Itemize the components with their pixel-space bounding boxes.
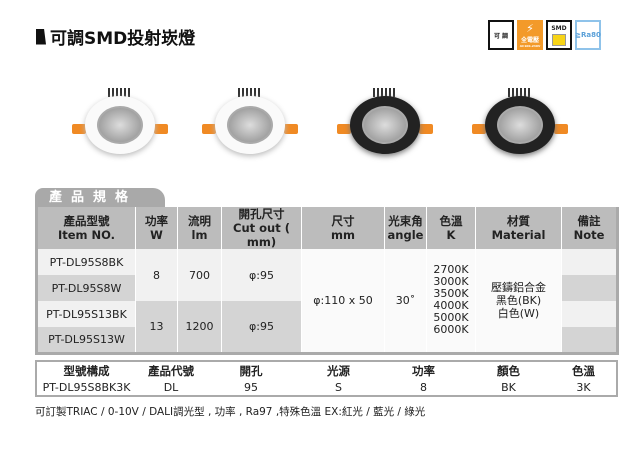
angle-cell: 30˚ <box>384 249 427 353</box>
code-header-row: 型號構成 產品代號 開孔 光源 功率 顏色 色溫 <box>36 361 617 380</box>
model-cell: PT-DL95S8BK <box>36 249 136 275</box>
model-code-table: 型號構成 產品代號 開孔 光源 功率 顏色 色溫 PT-DL95S8BK3K D… <box>35 360 618 397</box>
code-header: 色溫 <box>572 364 595 378</box>
header-cell: 流明 lm <box>177 207 222 249</box>
watt-cell: 13 <box>135 301 178 353</box>
header-cell: 開孔尺寸 Cut out ( mm) <box>221 207 302 249</box>
header-cell: 材質 Material <box>475 207 562 249</box>
header-cell: 備註 Note <box>561 207 618 249</box>
note-cell <box>561 275 618 301</box>
code-value: 3K <box>576 381 591 394</box>
smd-badge: SMD <box>546 20 572 50</box>
spec-table: 產品型號 Item NO. 功率 W 流明 lm 開孔尺寸 Cut out ( mm) … <box>35 207 619 355</box>
code-value: PT-DL95S8BK3K <box>42 381 131 394</box>
code-value-row: PT-DL95S8BK3K DL 95 S 8 BK 3K <box>36 380 617 396</box>
header-cell: 色溫 K <box>426 207 476 249</box>
header-cell: 產品型號 Item NO. <box>36 207 136 249</box>
lumen-cell: 1200 <box>177 301 222 353</box>
code-header: 顏色 <box>497 364 520 378</box>
dimmable-badge: 可 調 <box>488 20 514 50</box>
header-cell: 功率 W <box>135 207 178 249</box>
product-image-white-13w <box>200 88 300 158</box>
code-header: 功率 <box>412 364 435 378</box>
code-value: BK <box>501 381 516 394</box>
table-row: PT-DL95S8W <box>36 275 618 301</box>
header-cell: 尺寸 mm <box>301 207 385 249</box>
model-cell: PT-DL95S13W <box>36 327 136 353</box>
lumen-cell: 700 <box>177 249 222 301</box>
cct-cell: 2700K 3000K 3500K 4000K 5000K 6000K <box>426 249 476 353</box>
product-image-white-8w <box>70 88 170 158</box>
header-cell: 光束角 angle <box>384 207 427 249</box>
voltage-badge: ⚡ 全電壓 AC100-240V <box>517 20 543 50</box>
section-tab: 產品規格 <box>35 188 165 208</box>
code-header: 型號構成 <box>63 364 110 378</box>
product-image-black-13w <box>470 88 570 158</box>
customization-note: 可訂製TRIAC / 0-10V / DALI調光型 , 功率 , Ra97 ,… <box>35 406 426 418</box>
code-value: 95 <box>244 381 258 394</box>
note-cell <box>561 301 618 327</box>
model-cell: PT-DL95S13BK <box>36 301 136 327</box>
size-cell: φ:110 x 50 <box>301 249 385 353</box>
model-cell: PT-DL95S8W <box>36 275 136 301</box>
table-row: PT-DL95S8BK 8 700 φ:95 φ:110 x 50 30˚ 27… <box>36 249 618 353</box>
material-cell: 壓鑄鋁合金 黑色(BK) 白色(W) <box>475 249 562 353</box>
table-row: PT-DL95S13W <box>36 327 618 353</box>
cutout-cell: φ:95 <box>221 249 302 301</box>
product-image-black-8w <box>335 88 435 158</box>
code-header: 光源 <box>327 364 350 378</box>
code-header: 開孔 <box>239 364 263 378</box>
note-cell <box>561 327 618 353</box>
ra-badge: ≧Ra80 <box>575 20 601 50</box>
title-marker-icon <box>36 28 46 45</box>
code-header: 產品代號 <box>148 364 194 378</box>
page-title: 可調SMD投射崁燈 <box>36 24 195 49</box>
code-value: S <box>335 381 342 394</box>
smd-chip-icon <box>552 33 566 46</box>
spec-header-row: 產品型號 Item NO. 功率 W 流明 lm 開孔尺寸 Cut out ( mm) … <box>36 207 618 249</box>
lightning-icon: ⚡ <box>526 22 534 35</box>
cutout-cell: φ:95 <box>221 301 302 353</box>
feature-badges: 可 調 ⚡ 全電壓 AC100-240V SMD ≧Ra80 <box>488 20 601 50</box>
code-value: 8 <box>420 381 427 394</box>
note-cell <box>561 249 618 275</box>
watt-cell: 8 <box>135 249 178 301</box>
code-value: DL <box>163 381 179 394</box>
table-row: PT-DL95S13BK 13 1200 φ:95 <box>36 301 618 353</box>
